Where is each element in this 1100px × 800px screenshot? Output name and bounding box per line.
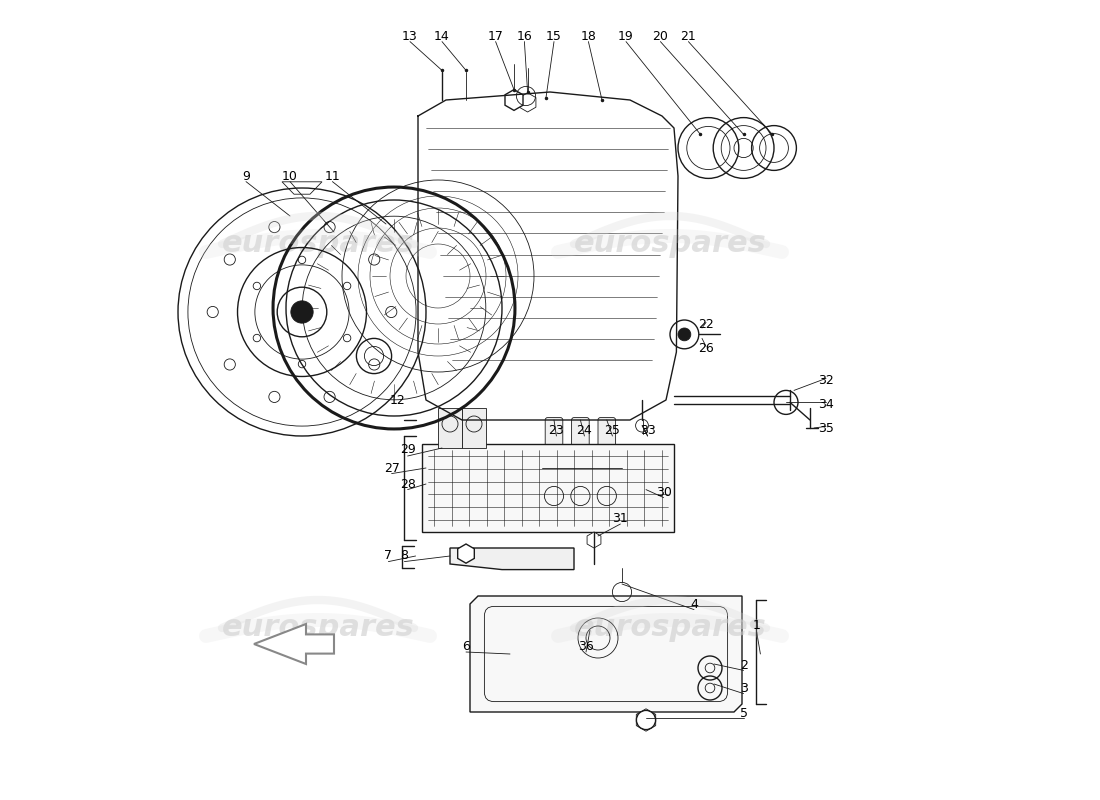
Circle shape — [324, 391, 336, 402]
Circle shape — [268, 391, 280, 402]
Circle shape — [268, 222, 280, 233]
FancyBboxPatch shape — [546, 418, 563, 494]
Text: 11: 11 — [324, 170, 340, 182]
Text: 27: 27 — [384, 462, 399, 474]
Circle shape — [253, 334, 261, 342]
Text: 26: 26 — [698, 342, 714, 354]
Text: 1: 1 — [752, 619, 760, 632]
Polygon shape — [450, 548, 574, 570]
Circle shape — [224, 359, 235, 370]
Text: 22: 22 — [698, 318, 714, 330]
Circle shape — [678, 328, 691, 341]
Text: 6: 6 — [462, 640, 470, 653]
Text: 3: 3 — [739, 682, 748, 694]
Text: 14: 14 — [434, 30, 450, 42]
Text: 25: 25 — [605, 424, 620, 437]
Text: 23: 23 — [549, 424, 564, 437]
Text: 17: 17 — [487, 30, 504, 42]
Text: 24: 24 — [576, 424, 592, 437]
Text: 8: 8 — [400, 549, 408, 562]
Text: eurospares: eurospares — [573, 614, 767, 642]
Text: 20: 20 — [652, 30, 669, 42]
Text: 19: 19 — [618, 30, 634, 42]
Text: 13: 13 — [403, 30, 418, 42]
Text: eurospares: eurospares — [573, 230, 767, 258]
Bar — [422, 444, 674, 532]
Polygon shape — [254, 624, 334, 664]
Circle shape — [386, 306, 397, 318]
Circle shape — [224, 254, 235, 265]
Text: 7: 7 — [384, 549, 393, 562]
FancyBboxPatch shape — [572, 418, 590, 494]
Text: eurospares: eurospares — [221, 230, 415, 258]
Text: 35: 35 — [818, 422, 834, 434]
Text: 5: 5 — [739, 707, 748, 720]
FancyBboxPatch shape — [598, 418, 616, 494]
Circle shape — [368, 254, 379, 265]
Polygon shape — [587, 532, 601, 548]
Text: 31: 31 — [613, 512, 628, 525]
Text: 28: 28 — [399, 478, 416, 490]
Circle shape — [324, 222, 336, 233]
Polygon shape — [458, 544, 474, 563]
Text: 16: 16 — [517, 30, 532, 42]
Polygon shape — [636, 709, 656, 731]
Text: 15: 15 — [546, 30, 562, 42]
Text: 18: 18 — [581, 30, 596, 42]
Bar — [438, 408, 462, 448]
Text: 9: 9 — [242, 170, 250, 182]
Text: 30: 30 — [656, 486, 671, 498]
Polygon shape — [519, 93, 536, 112]
Text: 32: 32 — [818, 374, 834, 386]
Text: 12: 12 — [390, 394, 406, 406]
Bar — [462, 408, 486, 448]
Text: 34: 34 — [818, 398, 834, 410]
Polygon shape — [470, 596, 742, 712]
Circle shape — [298, 256, 306, 264]
Circle shape — [368, 359, 379, 370]
Text: 33: 33 — [640, 424, 656, 437]
Polygon shape — [505, 90, 522, 110]
Text: 10: 10 — [282, 170, 298, 182]
Circle shape — [298, 360, 306, 368]
Text: 4: 4 — [690, 598, 697, 610]
Circle shape — [343, 282, 351, 290]
Text: 2: 2 — [739, 659, 748, 672]
Circle shape — [207, 306, 218, 318]
Text: 21: 21 — [681, 30, 696, 42]
Circle shape — [290, 301, 314, 323]
Circle shape — [253, 282, 261, 290]
Text: 36: 36 — [579, 640, 594, 653]
Text: eurospares: eurospares — [221, 614, 415, 642]
Circle shape — [343, 334, 351, 342]
Text: 29: 29 — [399, 443, 416, 456]
